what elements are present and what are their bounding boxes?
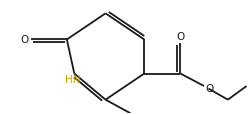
Text: O: O: [204, 83, 212, 93]
Text: HN: HN: [64, 75, 80, 85]
Text: O: O: [20, 35, 29, 45]
Text: O: O: [176, 32, 184, 42]
